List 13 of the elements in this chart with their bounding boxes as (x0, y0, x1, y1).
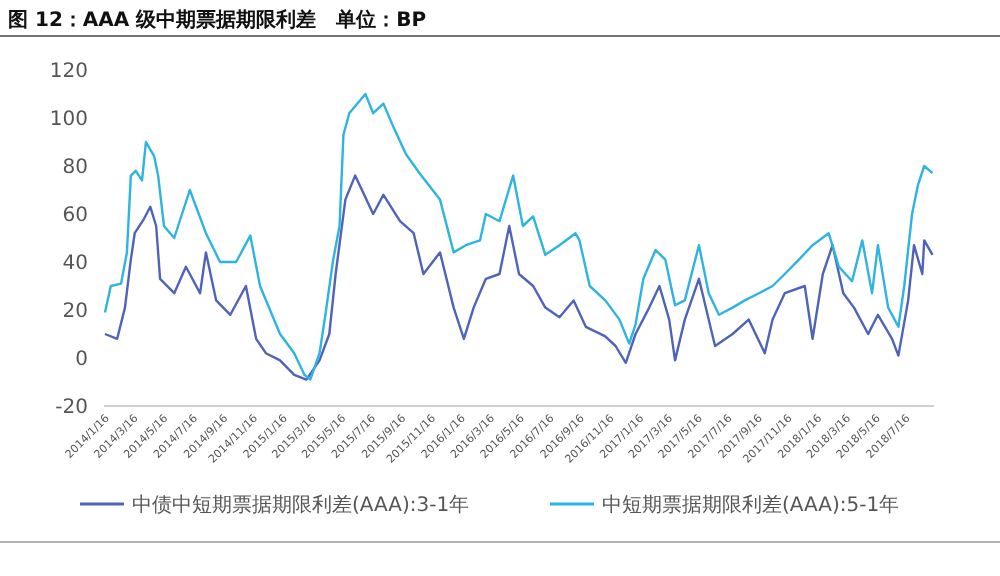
line-series (103, 174, 934, 381)
y-tick-label: 80 (62, 157, 88, 179)
y-tick-label: -20 (55, 397, 88, 419)
y-tick-label: 100 (49, 109, 88, 131)
line-series (103, 92, 934, 381)
chart-title: 图 12：AAA 级中期票据期限利差 单位：BP (8, 8, 427, 32)
y-tick-label: 40 (62, 253, 88, 275)
legend-label: 中债中短期票据期限利差(AAA):3-1年 (132, 493, 470, 517)
y-tick-label: 60 (62, 205, 88, 227)
y-tick-label: 120 (49, 61, 88, 83)
y-tick-label: 20 (62, 301, 88, 323)
y-tick-label: 0 (75, 349, 88, 371)
legend-label: 中短期票据期限利差(AAA):5-1年 (602, 493, 900, 517)
